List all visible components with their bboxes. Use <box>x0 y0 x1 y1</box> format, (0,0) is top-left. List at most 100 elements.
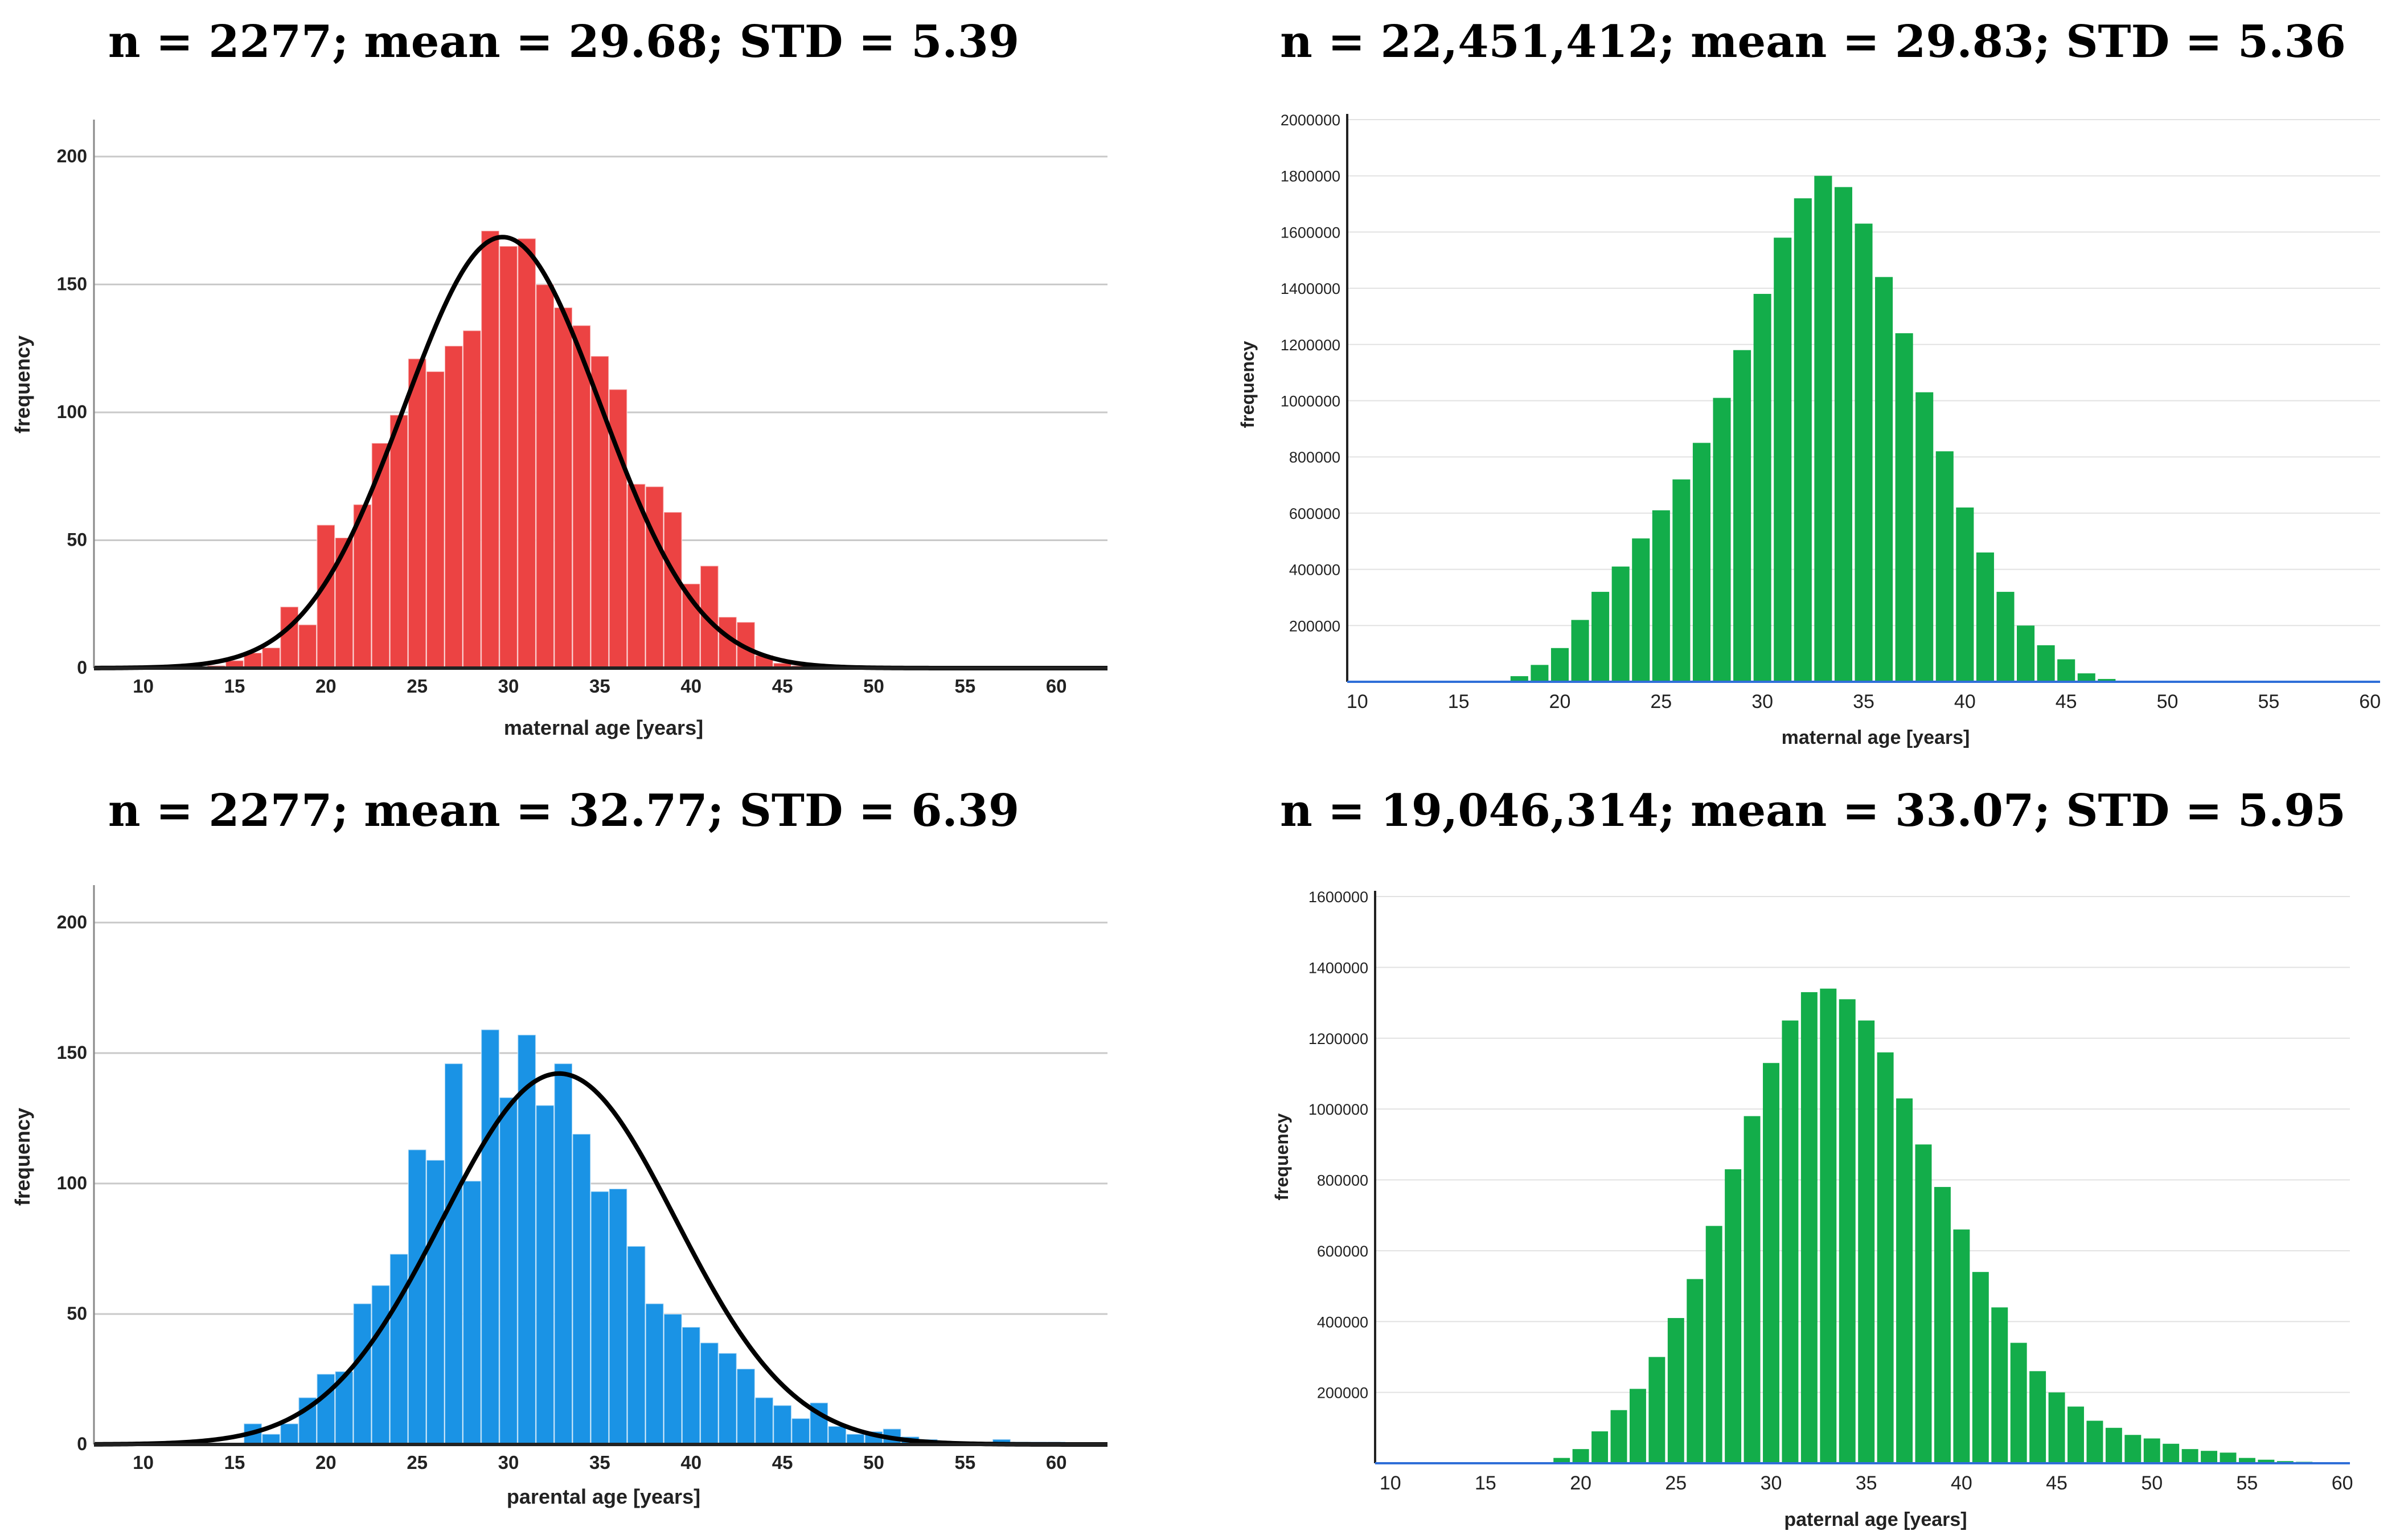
y-axis-label: frequency <box>11 1108 34 1206</box>
histogram-bar <box>1800 992 1818 1463</box>
x-tick-label: 30 <box>498 676 519 697</box>
histogram-bar <box>1648 1357 1666 1463</box>
histogram-bar <box>535 1104 555 1445</box>
histogram-bar <box>2029 1371 2046 1463</box>
histogram-bar <box>444 345 463 669</box>
x-tick-label: 35 <box>1853 691 1874 713</box>
histogram-bar <box>2124 1435 2142 1463</box>
x-tick-label: 40 <box>680 676 702 697</box>
histogram-bar <box>1934 1186 1951 1463</box>
histogram-bar <box>481 1029 500 1445</box>
y-tick-labels: 0 50 100 150 200 <box>57 912 87 1454</box>
histogram-bar <box>2220 1452 2237 1463</box>
parental-age-histogram-sample: n = 2277; mean = 32.77; STD = 6.39 10 15 2… <box>11 785 1107 1508</box>
histogram-bar <box>2067 1406 2084 1463</box>
x-tick-label: 50 <box>863 676 884 697</box>
x-tick-label: 55 <box>2237 1472 2258 1494</box>
x-tick-label: 15 <box>224 676 245 697</box>
chart-title: n = 2277; mean = 32.77; STD = 6.39 <box>108 785 1019 837</box>
histogram-bar <box>2010 1342 2027 1463</box>
histogram-bar <box>298 624 318 669</box>
x-tick-label: 15 <box>1448 691 1470 713</box>
x-tick-label: 20 <box>1570 1472 1591 1494</box>
x-tick-labels: 10 15 20 25 30 35 40 45 50 55 60 <box>1347 691 2381 713</box>
y-tick-label: 150 <box>57 1042 87 1063</box>
histogram-bar <box>261 647 281 669</box>
histogram-bar <box>1687 1279 1704 1463</box>
histogram-bar <box>1591 592 1610 682</box>
histogram-bar <box>1692 443 1710 682</box>
y-tick-label: 800000 <box>1317 1172 1368 1189</box>
histogram-bar <box>1915 1144 1932 1463</box>
histogram-bar <box>1794 198 1812 682</box>
histogram-bar <box>2143 1438 2160 1463</box>
histogram-bar <box>1611 566 1630 682</box>
x-tick-label: 25 <box>407 676 428 697</box>
x-tick-label: 50 <box>2157 691 2179 713</box>
histogram-bar <box>645 486 664 669</box>
histogram-bar <box>316 1373 336 1446</box>
y-axis-label: frequency <box>11 335 34 433</box>
histogram-bar <box>1652 510 1670 682</box>
histogram-bar <box>334 537 354 669</box>
histogram-bar <box>1935 451 1954 682</box>
axes <box>1346 114 2380 683</box>
histogram-bar <box>407 358 427 669</box>
x-tick-label: 35 <box>1856 1472 1877 1494</box>
y-tick-label: 1600000 <box>1281 224 1340 241</box>
histogram-bar <box>1996 592 2015 682</box>
x-tick-label: 60 <box>1046 676 1067 697</box>
x-axis-label: paternal age [years] <box>1784 1509 1967 1530</box>
histogram-bar <box>1672 479 1691 682</box>
histogram-bar <box>1814 175 1832 682</box>
histogram-bar <box>1632 538 1650 682</box>
histogram-bar <box>2258 1459 2275 1463</box>
histogram-bar <box>425 371 445 669</box>
x-tick-label: 25 <box>407 1452 428 1473</box>
x-tick-label: 45 <box>2046 1472 2067 1494</box>
histogram-bar <box>316 524 336 669</box>
histogram-bar <box>2238 1458 2255 1463</box>
histogram-bar <box>1667 1318 1684 1463</box>
x-tick-label: 15 <box>1475 1472 1496 1494</box>
y-tick-label: 1400000 <box>1308 959 1368 976</box>
chart-title: n = 22,451,412; mean = 29.83; STD = 5.36 <box>1280 16 2346 68</box>
y-tick-label: 200 <box>57 912 87 932</box>
histogram-bar <box>1895 333 1913 682</box>
x-tick-label: 40 <box>680 1452 702 1473</box>
histogram-bar <box>535 284 555 669</box>
histogram-bar <box>1991 1307 2008 1463</box>
histogram-bar <box>1591 1431 1609 1463</box>
maternal-age-histogram-population: n = 22,451,412; mean = 29.83; STD = 5.36… <box>1237 16 2381 748</box>
y-tick-label: 150 <box>57 273 87 294</box>
x-tick-label: 60 <box>2359 691 2381 713</box>
x-tick-label: 15 <box>224 1452 245 1473</box>
y-tick-labels: 200000 400000 600000 800000 1000000 1200000 14… <box>1308 889 1368 1402</box>
x-tick-labels: 10 15 20 25 30 35 40 45 50 55 60 <box>133 676 1066 697</box>
y-tick-label: 1800000 <box>1281 168 1340 185</box>
histogram-bar <box>1858 1020 1875 1463</box>
x-tick-label: 20 <box>315 1452 337 1473</box>
histogram-bar <box>827 1425 847 1446</box>
y-tick-label: 1400000 <box>1281 280 1340 297</box>
x-axis-label: parental age [years] <box>507 1485 700 1508</box>
histogram-bar <box>462 1180 482 1445</box>
normal-fit-curve <box>93 1071 1107 1447</box>
histogram-bar <box>663 1313 683 1446</box>
x-tick-label: 10 <box>133 1452 154 1473</box>
histogram-bar <box>2077 673 2095 682</box>
histogram-bar <box>2163 1443 2180 1463</box>
y-tick-label: 200000 <box>1289 617 1340 635</box>
x-tick-label: 55 <box>2258 691 2279 713</box>
paternal-age-histogram-population: n = 19,046,314; mean = 33.07; STD = 5.95… <box>1271 785 2353 1530</box>
histogram-bar <box>1839 999 1856 1463</box>
x-tick-label: 45 <box>772 676 793 697</box>
histogram-bar <box>2105 1427 2122 1463</box>
histogram-bar <box>444 1063 463 1445</box>
histogram-bar <box>681 1326 701 1445</box>
maternal-age-histogram-sample: n = 2277; mean = 29.68; STD = 5.39 10 15 2… <box>11 16 1107 739</box>
y-tick-labels: 200000 400000 600000 800000 1000000 1200000 14… <box>1281 112 1340 635</box>
histogram-bar <box>718 1352 737 1445</box>
histogram-bar <box>1571 620 1589 682</box>
histogram-bar <box>773 1405 792 1446</box>
